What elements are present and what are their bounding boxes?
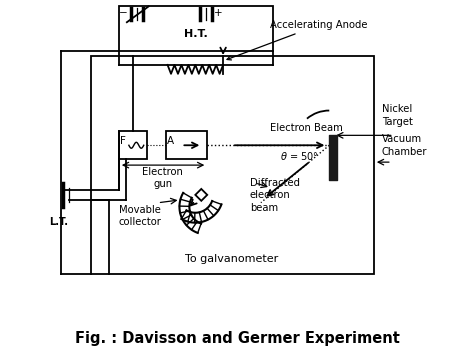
Text: Electron
gun: Electron gun xyxy=(142,167,183,189)
Text: L.T.: L.T. xyxy=(49,217,68,227)
Bar xyxy=(91,56,374,274)
Polygon shape xyxy=(195,189,207,201)
Text: $\theta$ = 50°: $\theta$ = 50° xyxy=(280,150,318,162)
Text: Accelerating Anode: Accelerating Anode xyxy=(227,20,367,60)
Text: −: − xyxy=(118,8,127,18)
Text: Fig. : Davisson and Germer Experiment: Fig. : Davisson and Germer Experiment xyxy=(74,331,400,346)
Bar xyxy=(119,6,273,51)
Text: A: A xyxy=(167,136,174,146)
Bar xyxy=(165,131,207,159)
Text: F: F xyxy=(120,136,126,146)
Text: +: + xyxy=(214,8,222,18)
Text: To galvanometer: To galvanometer xyxy=(185,255,279,264)
Text: Nickel
Target: Nickel Target xyxy=(382,104,413,127)
Text: H.T.: H.T. xyxy=(184,29,208,39)
Text: Vacuum
Chamber: Vacuum Chamber xyxy=(382,134,428,157)
Text: Diffracted
electron
beam: Diffracted electron beam xyxy=(250,178,300,213)
Bar xyxy=(119,131,147,159)
Text: Electron Beam: Electron Beam xyxy=(270,124,343,134)
Text: Movable
collector: Movable collector xyxy=(119,205,162,227)
